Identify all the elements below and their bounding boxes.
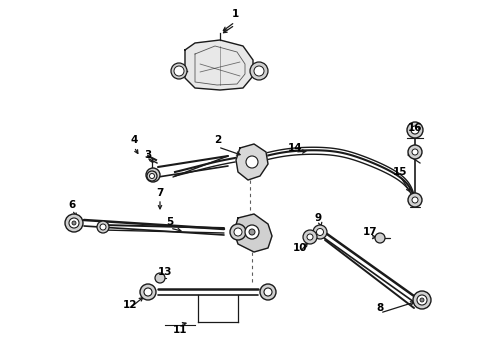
Text: 14: 14 [288, 143, 302, 153]
Circle shape [171, 63, 187, 79]
Circle shape [264, 288, 272, 296]
Text: 15: 15 [393, 167, 407, 177]
Text: 9: 9 [315, 213, 321, 223]
Circle shape [147, 171, 157, 181]
Text: 16: 16 [408, 123, 422, 133]
Circle shape [413, 291, 431, 309]
Circle shape [307, 234, 313, 240]
Circle shape [245, 225, 259, 239]
Circle shape [155, 273, 165, 283]
Text: 3: 3 [145, 150, 151, 160]
Circle shape [234, 228, 242, 236]
Circle shape [65, 214, 83, 232]
Circle shape [100, 224, 106, 230]
Polygon shape [185, 40, 253, 90]
Circle shape [408, 193, 422, 207]
Circle shape [412, 149, 418, 155]
Circle shape [411, 126, 419, 134]
Circle shape [407, 122, 423, 138]
Text: 12: 12 [123, 300, 137, 310]
Text: 8: 8 [376, 303, 384, 313]
Circle shape [250, 62, 268, 80]
Circle shape [149, 171, 156, 179]
Circle shape [303, 230, 317, 244]
Circle shape [149, 174, 154, 179]
Circle shape [249, 229, 255, 235]
Circle shape [144, 288, 152, 296]
Text: 7: 7 [156, 188, 164, 198]
Text: 6: 6 [69, 200, 75, 210]
Circle shape [417, 295, 427, 305]
Circle shape [260, 284, 276, 300]
Circle shape [313, 225, 327, 239]
Circle shape [69, 218, 79, 228]
Text: 10: 10 [293, 243, 307, 253]
Circle shape [317, 229, 323, 235]
Circle shape [174, 66, 184, 76]
Text: 4: 4 [130, 135, 138, 145]
Circle shape [72, 221, 76, 225]
Text: 2: 2 [215, 135, 221, 145]
Circle shape [254, 66, 264, 76]
Text: 1: 1 [231, 9, 239, 19]
Circle shape [246, 156, 258, 168]
Circle shape [146, 168, 160, 182]
Text: 17: 17 [363, 227, 377, 237]
Circle shape [420, 298, 424, 302]
Polygon shape [234, 214, 272, 252]
Circle shape [375, 233, 385, 243]
Text: 13: 13 [158, 267, 172, 277]
Polygon shape [236, 144, 268, 180]
Circle shape [412, 197, 418, 203]
Circle shape [97, 221, 109, 233]
Text: 11: 11 [173, 325, 187, 335]
Circle shape [408, 145, 422, 159]
Circle shape [230, 224, 246, 240]
Text: 5: 5 [167, 217, 173, 227]
Circle shape [140, 284, 156, 300]
